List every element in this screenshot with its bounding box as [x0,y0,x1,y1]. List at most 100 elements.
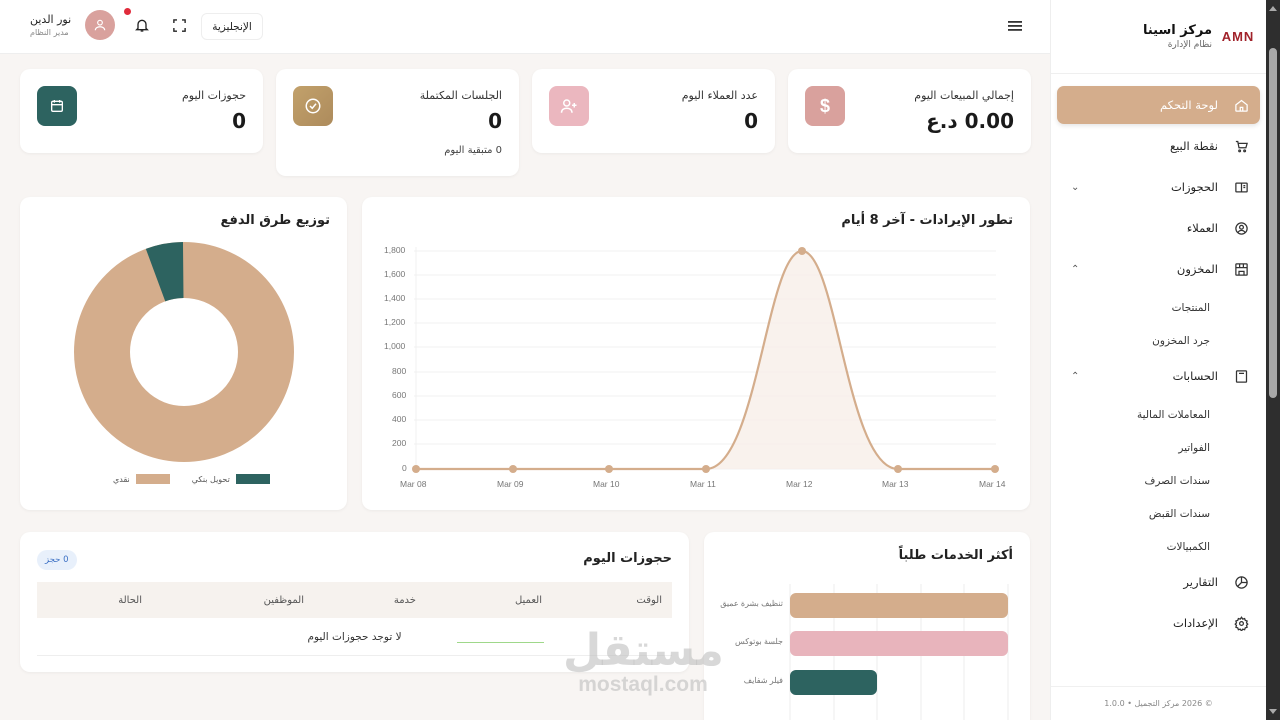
stat-label: حجوزات اليوم [181,89,246,102]
legend-label: نقدي [113,474,130,484]
sidebar-subitem-receipt-vouchers[interactable]: سندات القبض [1148,507,1210,520]
x-tick: Mar 09 [497,479,524,489]
legend-swatch-cash [135,474,170,484]
y-tick: 1,200 [384,317,406,327]
store-icon [1232,260,1250,278]
gear-icon [1232,614,1250,632]
column-header[interactable]: الموظفين [263,594,304,606]
table-header: الوقت العميل خدمة الموظفين الحالة [37,582,672,618]
sidebar-item-label: الحجوزات [1170,180,1218,194]
user-name: نور الدين [30,13,72,26]
bookings-count-badge: 0 حجز [37,550,77,570]
legend-swatch-bank [235,474,270,484]
dollar-icon: $ [805,86,845,126]
revenue-line-chart [412,247,999,473]
loading-indicator [457,642,544,643]
sidebar-item-label: العملاء [1186,221,1218,235]
cart-icon [1232,137,1250,155]
brand-subtitle: نظام الإدارة [1167,40,1212,50]
stat-value: 0.00 د.ع [926,109,1014,133]
sidebar-subitem-stocktake[interactable]: جرد المخزون [1152,334,1210,347]
sidebar-item-label: الحسابات [1172,369,1218,383]
sidebar-item-label: التقارير [1183,575,1218,589]
stat-card-sessions: الجلسات المكتملة 0 0 متبقية اليوم [276,69,519,176]
fullscreen-icon[interactable] [172,18,187,33]
sidebar-subitem-products[interactable]: المنتجات [1171,301,1210,314]
book-icon [1232,178,1250,196]
sidebar-item-inventory[interactable]: المخزون ⌃ [1057,250,1260,288]
sidebar-item-settings[interactable]: الإعدادات [1057,604,1260,642]
sidebar-item-reports[interactable]: التقارير [1057,563,1260,601]
bar-label: جلسة بوتوكس [735,637,783,646]
user-plus-icon [549,86,589,126]
calculator-icon [1232,367,1250,385]
sidebar-item-label: المخزون [1176,262,1218,276]
stat-value: 0 [232,109,246,133]
x-tick: Mar 12 [786,479,813,489]
sidebar-subitem-invoices[interactable]: الفواتير [1178,441,1210,454]
column-header[interactable]: خدمة [393,594,416,606]
scroll-up-arrow-icon[interactable] [1269,6,1277,11]
services-bar-chart [789,584,1009,720]
scrollbar-thumb[interactable] [1269,48,1277,398]
home-icon [1232,96,1250,114]
payment-methods-card: توزيع طرق الدفع تحويل بنكي نقدي [20,197,347,510]
sidebar-item-accounts[interactable]: الحسابات ⌃ [1057,357,1260,395]
top-bar: نور الدين مدير النظام الإنجليزية [0,0,1050,54]
chart-title: توزيع طرق الدفع [220,213,330,228]
chart-title: تطور الإيرادات - آخر 8 أيام [841,213,1013,228]
y-tick: 600 [392,390,407,400]
stat-label: إجمالي المبيعات اليوم [914,89,1014,102]
sidebar-item-customers[interactable]: العملاء [1057,209,1260,247]
brand[interactable]: AMN مركز اسينا نظام الإدارة [1051,0,1266,74]
column-header[interactable]: الوقت [636,594,662,606]
stat-card-bookings: حجوزات اليوم 0 [20,69,263,153]
x-tick: Mar 14 [979,479,1006,489]
calendar-icon [37,86,77,126]
page-scrollbar[interactable] [1266,0,1280,720]
chevron-up-icon[interactable]: ⌃ [1071,370,1080,382]
avatar[interactable] [85,10,116,40]
stat-value: 0 [744,109,758,133]
today-bookings-card: حجوزات اليوم 0 حجز الوقت العميل خدمة الم… [20,532,689,672]
sidebar-item-label: لوحة التحكم [1160,98,1218,112]
sidebar-footer: © 2026 مركز التجميل • 1.0.0 [1051,686,1266,720]
table-empty-row: لا توجد حجوزات اليوم [37,618,672,656]
sidebar-subitem-payment-vouchers[interactable]: سندات الصرف [1144,474,1210,487]
x-tick: Mar 13 [882,479,909,489]
brand-logo: AMN [1221,29,1255,44]
payment-donut-chart [74,242,294,462]
empty-message: لا توجد حجوزات اليوم [307,630,402,643]
hamburger-menu-icon[interactable] [1008,20,1022,32]
top-services-card: أكثر الخدمات طلباً تنظيف بشرة عميق جلسة … [704,532,1030,720]
sidebar-nav: لوحة التحكم نقطة البيع الحجوزات ⌄ العملا… [1051,74,1266,642]
bookings-title: حجوزات اليوم [583,551,672,566]
sidebar-item-pos[interactable]: نقطة البيع [1057,127,1260,165]
brand-text: مركز اسينا نظام الإدارة [1143,23,1212,50]
sidebar-item-label: الإعدادات [1173,616,1218,630]
user-role: مدير النظام [30,28,69,37]
column-header[interactable]: العميل [514,594,542,606]
sidebar-item-dashboard[interactable]: لوحة التحكم [1057,86,1260,124]
language-button[interactable]: الإنجليزية [201,13,263,40]
scroll-down-arrow-icon[interactable] [1269,709,1277,714]
y-tick: 400 [392,414,407,424]
stat-card-customers: عدد العملاء اليوم 0 [532,69,775,153]
sidebar-subitem-transactions[interactable]: المعاملات المالية [1137,408,1210,421]
sidebar-subitem-promissory-notes[interactable]: الكمبيالات [1166,540,1210,553]
check-circle-icon [293,86,333,126]
sidebar-item-bookings[interactable]: الحجوزات ⌄ [1057,168,1260,206]
y-tick: 1,400 [384,293,406,303]
sidebar-item-label: نقطة البيع [1169,139,1218,153]
chevron-down-icon[interactable]: ⌄ [1071,181,1080,193]
user-info: نور الدين مدير النظام [30,13,71,37]
stat-label: عدد العملاء اليوم [681,89,758,102]
column-header[interactable]: الحالة [118,594,142,606]
x-tick: Mar 10 [593,479,620,489]
user-menu[interactable]: نور الدين مدير النظام [30,10,116,40]
revenue-chart-card: تطور الإيرادات - آخر 8 أيام 1,800 1,600 … [362,197,1030,510]
bell-icon[interactable] [134,17,150,33]
user-icon [94,19,106,31]
chevron-up-icon[interactable]: ⌃ [1071,263,1080,275]
